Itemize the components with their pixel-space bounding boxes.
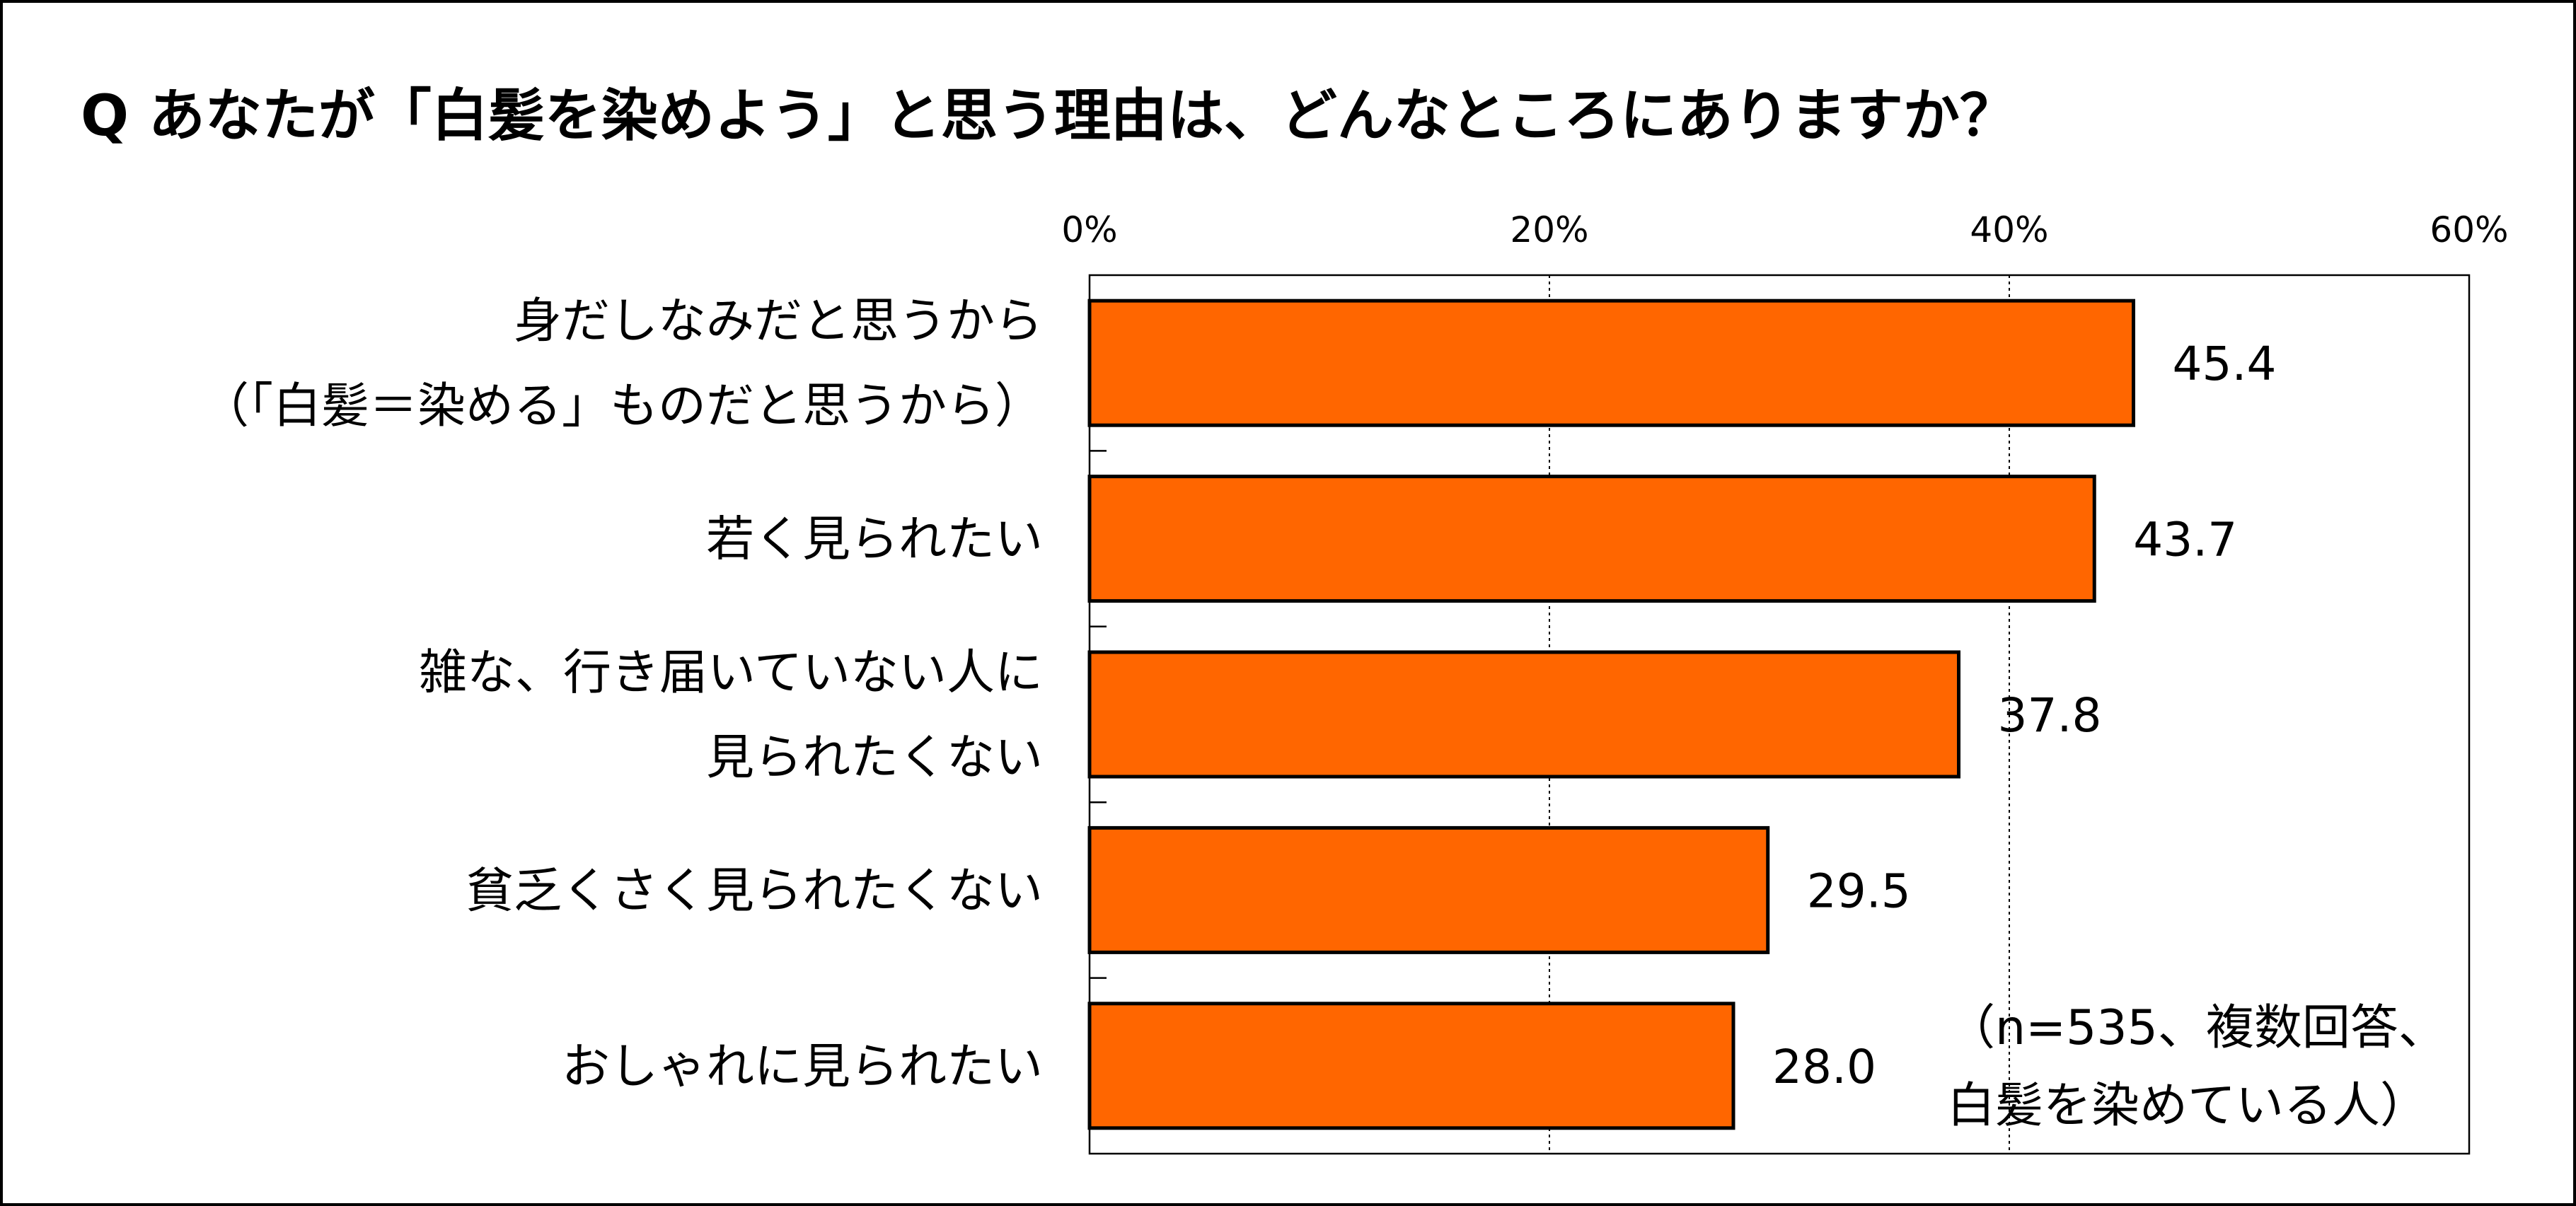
- bar: [1087, 650, 1960, 779]
- category-label: 見られたくない: [706, 730, 1043, 786]
- data-label: 45.4: [2173, 337, 2277, 391]
- sample-note-line: 白髪を染めている人）: [1947, 1078, 2429, 1134]
- category-label: （「白髪＝染める」ものだと思うから）: [201, 378, 1043, 434]
- x-tick-label: 20%: [1510, 209, 1588, 250]
- x-tick-label: 40%: [1970, 209, 2048, 250]
- x-tick-label: 0%: [1061, 209, 1117, 250]
- sample-note: （n=535、複数回答、 白髪を染めている人）: [1947, 990, 2447, 1145]
- sample-note-line: （n=535、複数回答、: [1947, 1000, 2447, 1056]
- category-label: 貧乏くさく見られたくない: [466, 863, 1043, 919]
- bar-chart: 0% 20% 40% 60% 45.4 身だしなみだと思うから （「白髪＝染める」ものだと思…: [201, 209, 2509, 1155]
- bar: [1087, 825, 1770, 954]
- category-label: おしゃれに見られたい: [562, 1039, 1043, 1095]
- data-label: 28.0: [1772, 1040, 1876, 1094]
- data-label: 43.7: [2133, 513, 2237, 567]
- category-label: 若く見られたい: [706, 512, 1043, 568]
- bar: [1087, 475, 2096, 603]
- chart-title: Q あなたが「白髪を染めよう」と思う理由は、どんなところにありますか？: [81, 83, 2016, 149]
- category-label: 雑な、行き届いていない人に: [419, 645, 1043, 701]
- bar: [1087, 1002, 1735, 1130]
- bar: [1087, 298, 2135, 427]
- data-label: 37.8: [1998, 688, 2102, 743]
- x-tick-label: 60%: [2430, 209, 2508, 250]
- data-label: 29.5: [1807, 864, 1911, 918]
- category-label: 身だしなみだと思うから: [514, 294, 1043, 349]
